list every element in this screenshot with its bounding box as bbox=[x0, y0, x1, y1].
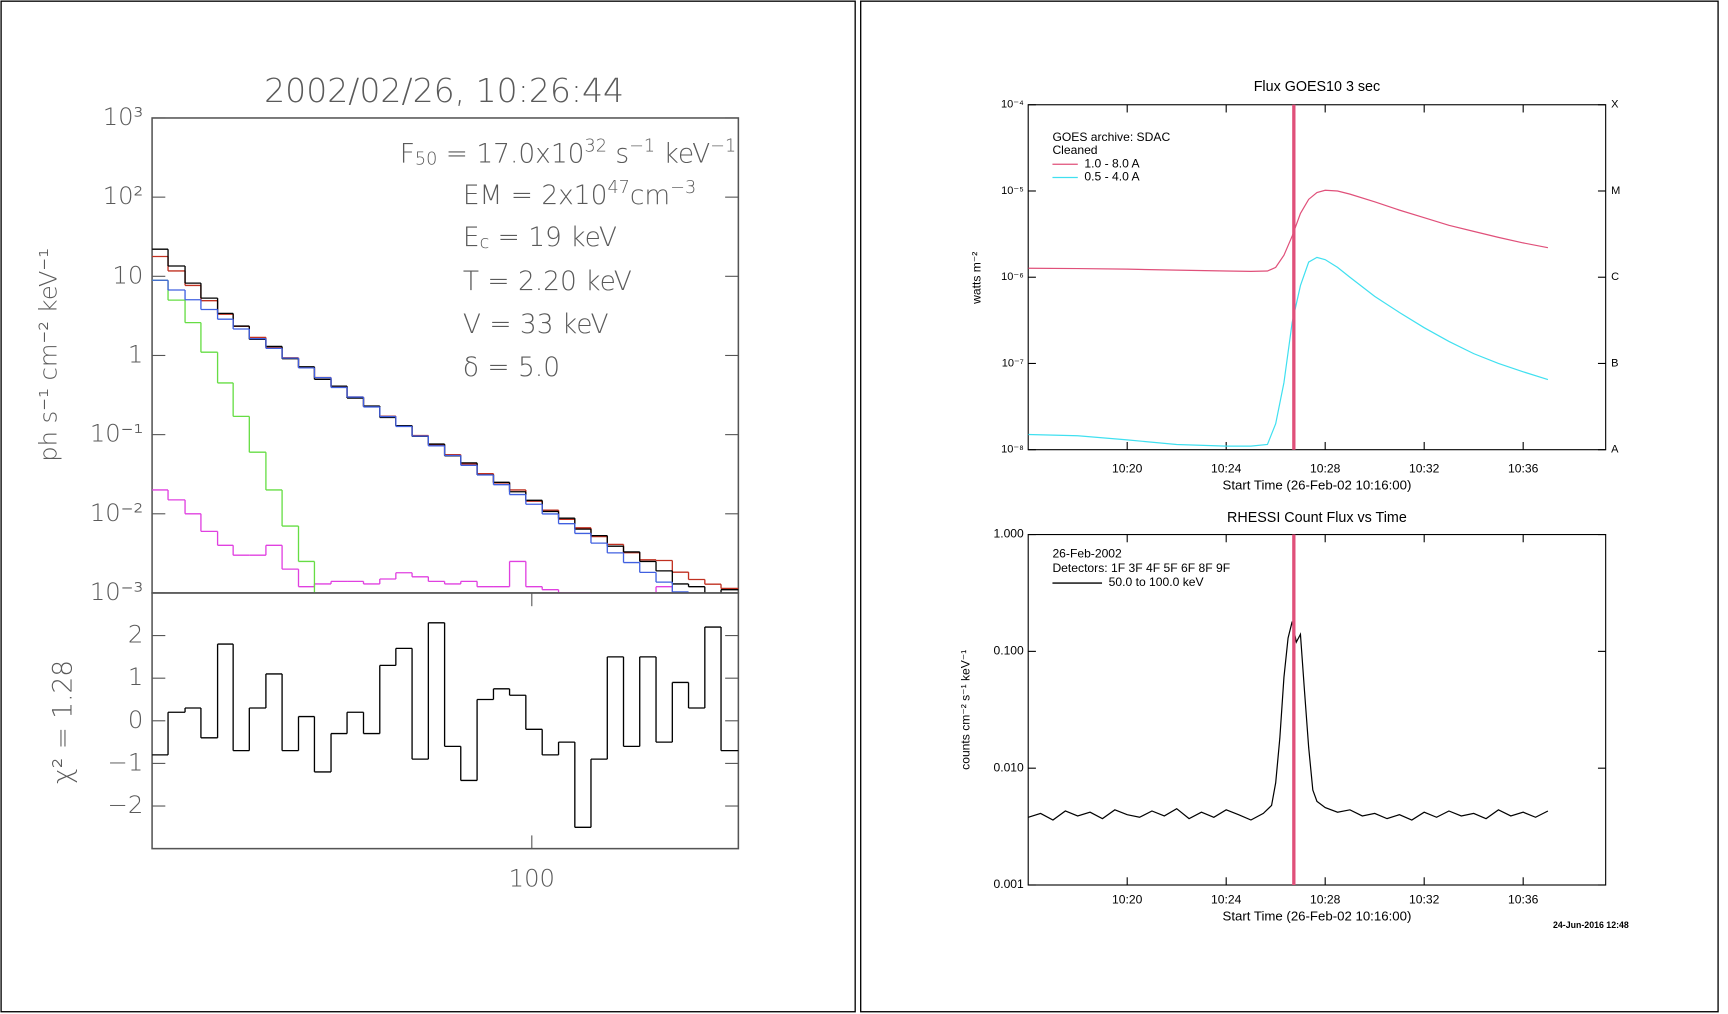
legend-text: GOES archive: SDAC bbox=[1052, 130, 1170, 144]
x-tick-label: 10:20 bbox=[1112, 462, 1143, 476]
y-tick-label: 10⁻² bbox=[90, 498, 143, 527]
annotation-part: F bbox=[400, 138, 415, 169]
chart-title: RHESSI Count Flux vs Time bbox=[1227, 510, 1407, 526]
y-tick-label: 1.000 bbox=[993, 527, 1024, 541]
y-tick-label: 10⁻⁵ bbox=[1001, 185, 1024, 197]
annotation-part: cm bbox=[630, 180, 670, 211]
y-tick-label: 0 bbox=[128, 705, 143, 734]
annotation-part: = 19 keV bbox=[489, 222, 617, 253]
x-tick-label: 10:36 bbox=[1508, 893, 1539, 907]
annotation-part: 50 bbox=[415, 150, 437, 170]
y-tick-label: 0.100 bbox=[993, 644, 1024, 658]
x-tick-label: 10:20 bbox=[1112, 893, 1143, 907]
x-tick-label: 10:24 bbox=[1211, 893, 1242, 907]
series-line bbox=[1028, 256, 1549, 447]
x-tick-label: 100 bbox=[509, 863, 555, 892]
y2-tick-label: M bbox=[1611, 185, 1620, 197]
chart: 2 1 0 −1 −2 100 χ² = 1.28 bbox=[47, 592, 740, 892]
annotation-part: δ = 5.0 bbox=[463, 352, 560, 383]
annotation-part: 47 bbox=[607, 178, 629, 198]
x-axis-label: Start Time (26-Feb-02 10:16:00) bbox=[1223, 908, 1412, 923]
legend-label: 0.5 - 4.0 A bbox=[1084, 170, 1140, 184]
x-tick-label: 10:32 bbox=[1409, 893, 1440, 907]
y-tick-label: 10⁻⁷ bbox=[1002, 357, 1024, 369]
y-tick-label: 10² bbox=[103, 181, 144, 210]
plot-area bbox=[1028, 621, 1549, 821]
y-tick-label: 1 bbox=[128, 662, 143, 691]
chart: 10³ 10² 10 1 10⁻¹ 10⁻² 10⁻³ 2002/02/26, 10:26:4… bbox=[34, 71, 740, 606]
annotation-part: −1 bbox=[629, 136, 655, 156]
legend-text: Cleaned bbox=[1052, 143, 1097, 157]
annotation-part: E bbox=[463, 222, 480, 253]
y-tick-label: 0.010 bbox=[993, 760, 1024, 774]
annotation-part: −3 bbox=[670, 178, 696, 198]
series-line bbox=[1028, 621, 1549, 821]
plot-area bbox=[152, 622, 739, 828]
annotation: δ = 5.0 bbox=[463, 352, 560, 383]
left-panel bbox=[0, 0, 856, 1013]
y-tick-label: −2 bbox=[108, 790, 144, 819]
chart-title: Flux GOES10 3 sec bbox=[1254, 79, 1380, 95]
y-axis-label: χ² = 1.28 bbox=[47, 660, 78, 784]
annotation-part: keV bbox=[655, 138, 710, 169]
right-panel bbox=[860, 0, 1719, 1013]
legend-label: 1.0 - 8.0 A bbox=[1084, 156, 1140, 170]
x-tick-label: 10:24 bbox=[1211, 462, 1242, 476]
annotation-part: EM = 2x10 bbox=[463, 180, 608, 211]
y2-tick-label: A bbox=[1611, 444, 1619, 456]
chart: 1.000 0.100 0.010 0.001 10:20 10:24 10:28 10:32… bbox=[959, 510, 1629, 930]
y2-tick-label: C bbox=[1611, 271, 1619, 283]
y2-tick-label: B bbox=[1611, 357, 1618, 369]
y-tick-label: 2 bbox=[128, 620, 143, 649]
annotation-part: 32 bbox=[584, 136, 606, 156]
annotation-part: = 17.0x10 bbox=[437, 138, 584, 169]
footnote: 24-Jun-2016 12:48 bbox=[1553, 920, 1629, 930]
series-line bbox=[1028, 189, 1549, 272]
x-tick-label: 10:32 bbox=[1409, 462, 1440, 476]
y-tick-label: 10⁻⁴ bbox=[1001, 99, 1024, 111]
y-tick-label: 10⁻⁸ bbox=[1001, 444, 1024, 456]
y-tick-label: 10⁻³ bbox=[90, 577, 143, 606]
y-tick-label: 10 bbox=[112, 260, 143, 289]
y-axis-label: watts m⁻² bbox=[970, 252, 984, 305]
y-tick-label: 1 bbox=[128, 339, 143, 368]
y-axis-label: ph s⁻¹ cm⁻² keV⁻¹ bbox=[34, 248, 63, 462]
y-tick-label: 10³ bbox=[103, 102, 144, 131]
annotation-part: V = 33 keV bbox=[463, 309, 609, 340]
plot-area bbox=[1028, 189, 1549, 447]
y-axis-label: counts cm⁻² s⁻¹ keV⁻¹ bbox=[959, 650, 973, 770]
annotation-part: −1 bbox=[710, 136, 736, 156]
x-tick-label: 10:28 bbox=[1310, 893, 1341, 907]
x-axis-label: Start Time (26-Feb-02 10:16:00) bbox=[1223, 478, 1412, 493]
annotation-part: T = 2.20 keV bbox=[463, 266, 632, 297]
annotation-part: s bbox=[607, 138, 629, 169]
y-tick-label: −1 bbox=[108, 747, 144, 776]
plot-frame bbox=[1027, 534, 1607, 886]
plot-area bbox=[152, 248, 739, 593]
x-tick-label: 10:36 bbox=[1508, 462, 1539, 476]
y2-tick-label: X bbox=[1611, 99, 1619, 111]
annotation-part: c bbox=[480, 233, 490, 253]
y-tick-label: 10⁻¹ bbox=[90, 419, 143, 448]
annotation: F50 = 17.0x1032 s−1 keV−1 bbox=[400, 136, 736, 169]
annotation: V = 33 keV bbox=[463, 309, 609, 340]
annotation: EM = 2x1047cm−3 bbox=[463, 178, 696, 211]
chart: 10⁻⁴ 10⁻⁵ 10⁻⁶ 10⁻⁷ 10⁻⁸ X M C B A 10:20 10:24 10:28… bbox=[970, 79, 1621, 493]
chart-title: 2002/02/26, 10:26:44 bbox=[264, 71, 624, 110]
legend-text: 26-Feb-2002 bbox=[1052, 547, 1122, 561]
y-tick-label: 10⁻⁶ bbox=[1001, 271, 1024, 283]
legend-text: Detectors: 1F 3F 4F 5F 6F 8F 9F bbox=[1052, 561, 1230, 575]
y-tick-label: 0.001 bbox=[993, 877, 1024, 891]
annotation: T = 2.20 keV bbox=[463, 266, 632, 297]
legend-label: 50.0 to 100.0 keV bbox=[1109, 575, 1205, 589]
x-tick-label: 10:28 bbox=[1310, 462, 1341, 476]
annotation: Ec = 19 keV bbox=[463, 222, 617, 254]
